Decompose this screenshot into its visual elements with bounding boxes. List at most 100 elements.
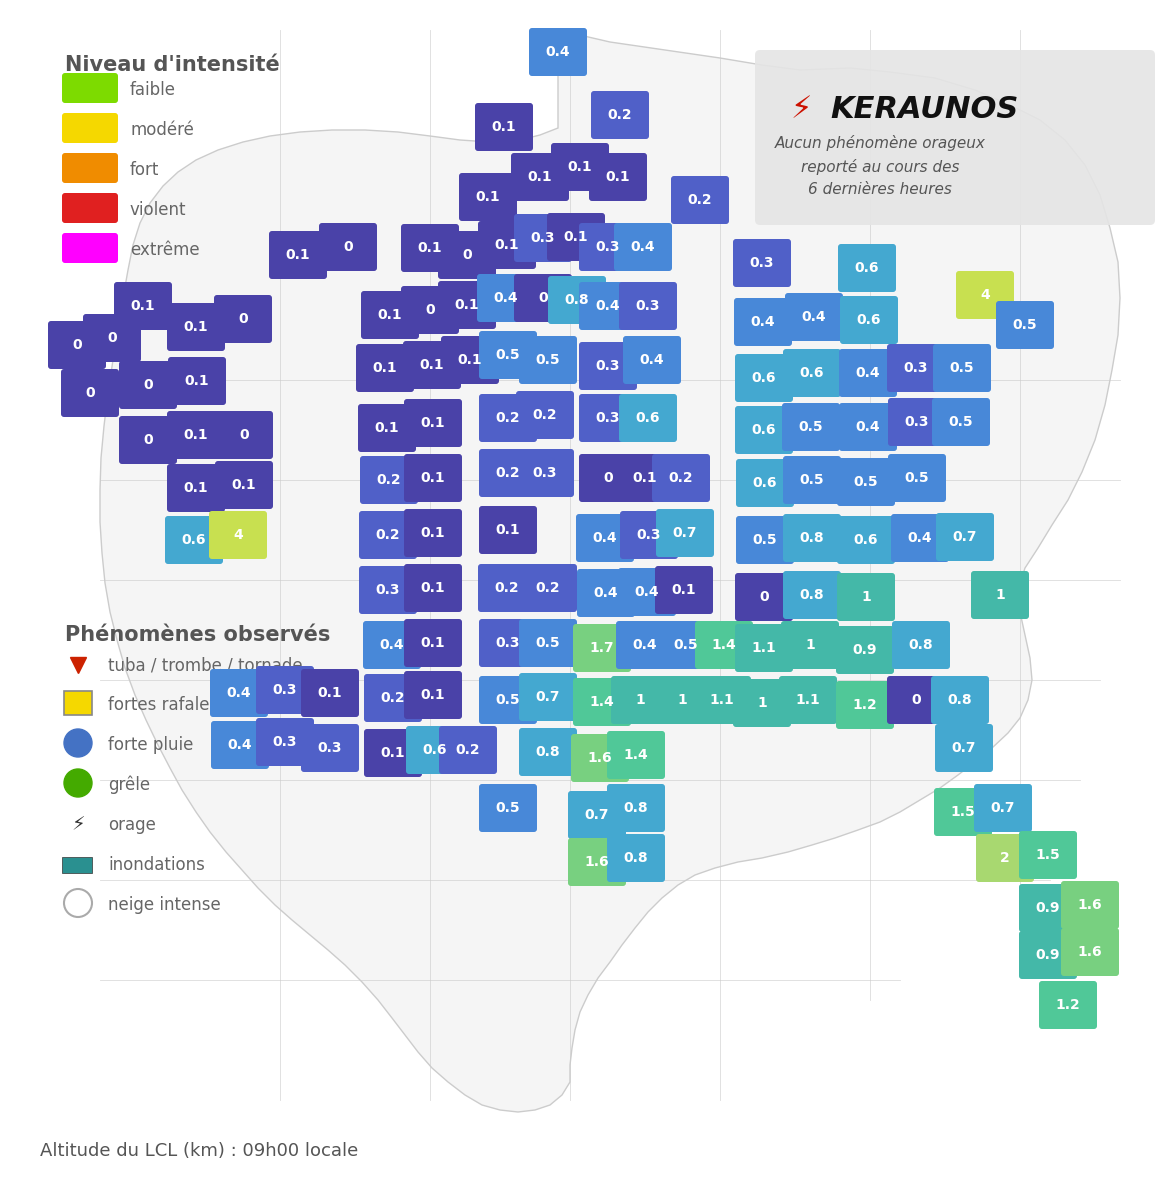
Text: 0.1: 0.1 [495, 238, 519, 252]
FancyBboxPatch shape [64, 691, 93, 715]
FancyBboxPatch shape [358, 404, 417, 452]
Text: 0.5: 0.5 [495, 348, 521, 362]
Text: grêle: grêle [108, 775, 150, 794]
Text: 0.6: 0.6 [182, 533, 206, 547]
Text: 0.7: 0.7 [990, 802, 1015, 815]
Text: 0.5: 0.5 [536, 353, 560, 367]
FancyBboxPatch shape [607, 731, 665, 779]
Text: 0.2: 0.2 [377, 473, 401, 487]
FancyBboxPatch shape [977, 834, 1034, 882]
Text: 4: 4 [980, 288, 990, 302]
FancyBboxPatch shape [361, 290, 419, 338]
Text: 0.2: 0.2 [536, 581, 560, 595]
FancyBboxPatch shape [360, 456, 418, 504]
FancyBboxPatch shape [892, 622, 950, 670]
FancyBboxPatch shape [548, 276, 606, 324]
FancyBboxPatch shape [934, 788, 992, 836]
Text: 0.3: 0.3 [596, 410, 620, 425]
Text: 0: 0 [603, 470, 613, 485]
FancyBboxPatch shape [165, 516, 223, 564]
FancyBboxPatch shape [404, 564, 462, 612]
Text: 0.1: 0.1 [492, 120, 516, 134]
FancyBboxPatch shape [47, 320, 106, 370]
Text: 1: 1 [635, 692, 644, 707]
Text: 0.1: 0.1 [318, 686, 342, 700]
Text: 0.2: 0.2 [376, 528, 400, 542]
FancyBboxPatch shape [578, 454, 638, 502]
Text: 0.1: 0.1 [495, 523, 521, 538]
Text: 0.5: 0.5 [949, 415, 973, 428]
FancyBboxPatch shape [735, 572, 793, 622]
Text: 1.6: 1.6 [584, 854, 610, 869]
Text: modéré: modéré [130, 121, 194, 139]
Text: 0: 0 [143, 378, 153, 392]
Text: 0.4: 0.4 [856, 420, 880, 434]
Text: 1: 1 [805, 638, 815, 652]
Text: 0.1: 0.1 [563, 230, 588, 244]
FancyBboxPatch shape [781, 622, 839, 670]
Text: 0.4: 0.4 [802, 310, 826, 324]
Text: 0.5: 0.5 [673, 638, 699, 652]
Text: 0: 0 [912, 692, 921, 707]
Text: 0.8: 0.8 [948, 692, 972, 707]
Text: KERAUNOS: KERAUNOS [830, 95, 1018, 124]
Text: 0.3: 0.3 [596, 240, 620, 254]
FancyBboxPatch shape [167, 410, 224, 458]
FancyBboxPatch shape [734, 239, 791, 287]
FancyBboxPatch shape [1061, 881, 1119, 929]
FancyBboxPatch shape [61, 370, 119, 416]
Text: 0.5: 0.5 [854, 475, 878, 490]
FancyBboxPatch shape [589, 152, 647, 200]
Text: 1.4: 1.4 [712, 638, 736, 652]
Text: 0.1: 0.1 [672, 583, 697, 596]
Text: 0.2: 0.2 [532, 408, 558, 422]
FancyBboxPatch shape [439, 230, 496, 278]
Text: 0.1: 0.1 [420, 358, 444, 372]
FancyBboxPatch shape [256, 718, 314, 766]
FancyBboxPatch shape [607, 784, 665, 832]
Text: 0: 0 [238, 312, 248, 326]
FancyBboxPatch shape [933, 344, 992, 392]
Text: 1.2: 1.2 [853, 698, 877, 712]
Text: 0.6: 0.6 [854, 533, 878, 547]
Text: 1.1: 1.1 [709, 692, 735, 707]
FancyBboxPatch shape [837, 516, 896, 564]
Text: 0.1: 0.1 [231, 478, 257, 492]
Text: 0.4: 0.4 [633, 638, 657, 652]
Text: 0.1: 0.1 [633, 470, 657, 485]
FancyBboxPatch shape [364, 728, 422, 778]
FancyBboxPatch shape [404, 509, 462, 557]
Text: 0.5: 0.5 [536, 636, 560, 650]
Text: 1.1: 1.1 [796, 692, 820, 707]
FancyBboxPatch shape [83, 314, 141, 362]
FancyBboxPatch shape [62, 193, 118, 223]
FancyBboxPatch shape [783, 349, 841, 397]
FancyBboxPatch shape [401, 224, 459, 272]
Text: 0: 0 [425, 302, 435, 317]
Text: Phénomènes observés: Phénomènes observés [65, 625, 331, 646]
Text: violent: violent [130, 200, 186, 218]
Text: 0.3: 0.3 [273, 734, 297, 749]
Text: 1: 1 [677, 692, 687, 707]
FancyBboxPatch shape [887, 676, 945, 724]
FancyBboxPatch shape [695, 622, 753, 670]
Text: 0.5: 0.5 [798, 420, 824, 434]
FancyBboxPatch shape [736, 458, 794, 506]
FancyBboxPatch shape [459, 173, 517, 221]
FancyBboxPatch shape [734, 679, 791, 727]
FancyBboxPatch shape [477, 274, 535, 322]
Text: 0: 0 [462, 248, 472, 262]
FancyBboxPatch shape [479, 394, 537, 442]
Text: 0.4: 0.4 [228, 738, 252, 752]
FancyBboxPatch shape [1019, 931, 1077, 979]
Polygon shape [100, 30, 1120, 1112]
FancyBboxPatch shape [735, 624, 793, 672]
Text: 0: 0 [72, 338, 82, 352]
Text: 0: 0 [759, 590, 768, 604]
FancyBboxPatch shape [356, 344, 414, 392]
Text: 0: 0 [143, 433, 153, 446]
FancyBboxPatch shape [735, 354, 793, 402]
Text: 0.6: 0.6 [752, 422, 776, 437]
FancyBboxPatch shape [529, 28, 587, 76]
Text: 1.5: 1.5 [951, 805, 975, 818]
